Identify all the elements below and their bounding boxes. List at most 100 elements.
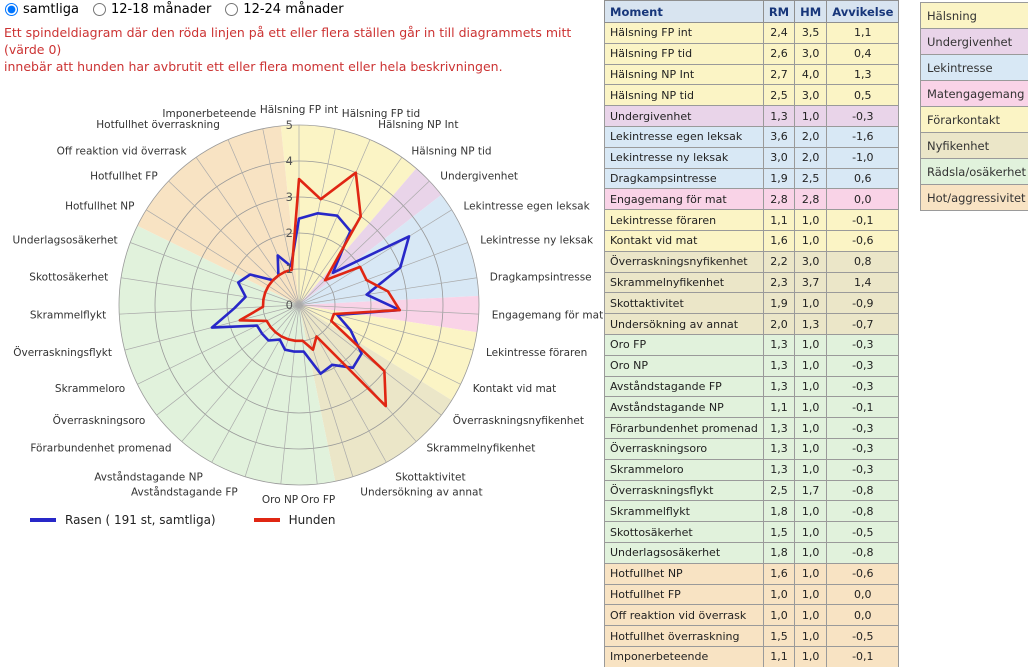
avvikelse-cell: 0,8 [826,250,900,273]
moment-cell: Avståndstagande NP [604,396,764,419]
axis-label: Hälsning NP Int [378,119,458,131]
moment-cell: Hotfullhet NP [604,562,764,585]
rm-cell: 2,8 [762,188,796,211]
axis-label: Överraskningsflykt [13,346,112,359]
sector-hot [137,125,299,305]
grid-spoke [298,304,461,385]
grid-spoke [280,304,300,485]
hm-cell: 1,0 [794,417,828,439]
table-row: Oro NP 1,3 1,0 -0,3 [604,354,900,377]
table-row: Överraskningsnyfikenhet 2,2 3,0 0,8 [604,250,900,273]
table-row: Skrammelnyfikenhet 2,3 3,7 1,4 [604,271,900,294]
rm-cell: 1,3 [762,417,796,439]
hm-cell: 1,0 [794,333,828,356]
legend-line-swatch [253,518,280,522]
hm-cell: 1,3 [794,313,828,335]
hm-cell: 1,7 [794,479,828,502]
grid-spoke [156,304,300,416]
grid-spoke [298,304,442,416]
table-row: Hälsning FP int 2,4 3,5 1,1 [604,22,900,44]
rm-cell: 1,3 [762,333,796,356]
table-row: Lekintresse ny leksak 3,0 2,0 -1,0 [604,146,900,169]
moment-cell: Skrammelnyfikenhet [604,271,764,294]
hm-cell: 1,0 [794,645,828,667]
rm-cell: 1,3 [762,437,796,460]
radio-label: 12-24 månader [243,2,344,17]
rm-cell: 2,0 [762,313,796,335]
sector-radsla [119,225,336,486]
axis-label: Skrammelflykt [30,310,106,322]
table-row: Avståndstagande NP 1,1 1,0 -0,1 [604,396,900,419]
hm-cell: 1,0 [794,583,828,606]
avvikelse-cell: -0,5 [826,625,900,647]
radio-samtliga[interactable] [5,3,18,16]
moment-cell: Förarbundenhet promenad [604,417,764,439]
hm-cell: 1,0 [794,292,828,315]
table-row: Hälsning NP Int 2,7 4,0 1,3 [604,63,900,86]
axis-label: Förarbundenhet promenad [30,443,171,455]
radio-12-18-manader[interactable] [92,3,106,16]
hm-cell: 1,0 [794,396,828,419]
moment-cell: Imponerbeteende [604,645,764,667]
table-row: Underlagsosäkerhet 1,8 1,0 -0,8 [604,541,900,564]
radio-option-12-24-manader[interactable]: 12-24 månader [225,2,344,17]
avvikelse-cell: -0,1 [826,396,900,419]
table-row: Skrammelflykt 1,8 1,0 -0,8 [604,500,900,523]
rm-cell: 2,2 [762,250,796,273]
axis-label: Hotfullhet FP [90,171,158,183]
radio-option-12-18-manader[interactable]: 12-18 månader [92,2,211,17]
column-header-rm: RM [762,0,796,23]
moment-cell: Hotfullhet FP [604,583,764,606]
tick-label: 2 [286,226,293,240]
hm-cell: 1,0 [794,437,828,460]
moment-cell: Överraskningsflykt [604,479,764,502]
hm-cell: 1,0 [794,500,828,523]
hm-cell: 3,0 [794,84,828,107]
avvikelse-cell: -0,3 [826,333,900,356]
axis-label: Avståndstagande NP [94,470,203,483]
rm-cell: 1,3 [762,354,796,377]
moment-cell: Överraskningsoro [604,437,764,460]
grid-spoke [168,180,300,306]
avvikelse-cell: -1,0 [826,146,900,169]
grid-spoke [137,304,300,385]
category-legend-item-nyfikenhet: Nyfikenhet [920,132,1028,159]
axis-label: Skottosäkerhet [29,272,108,284]
legend-label: Rasen ( 191 st, samtliga) [65,513,216,527]
avvikelse-cell: 1,1 [826,22,900,44]
table-header-row: Moment RM HM Avvikelse [604,0,900,23]
avvikelse-cell: 0,0 [826,604,900,627]
grid-spoke [121,277,300,306]
hm-cell: 2,5 [794,167,828,190]
moment-cell: Off reaktion vid överrask [604,604,764,627]
avvikelse-cell: -0,3 [826,417,900,439]
table-row: Avståndstagande FP 1,3 1,0 -0,3 [604,375,900,398]
hm-cell: 1,0 [794,458,828,481]
hm-cell: 2,8 [794,188,828,211]
hm-cell: 2,0 [794,125,828,148]
radio-option-samtliga[interactable]: samtliga [5,2,79,17]
grid-spoke [298,209,452,306]
table-row: Oro FP 1,3 1,0 -0,3 [604,333,900,356]
table-row: Lekintresse föraren 1,1 1,0 -0,1 [604,209,900,231]
notice-text: Ett spindeldiagram där den röda linjen p… [4,24,604,75]
rm-cell: 1,5 [762,521,796,543]
rm-cell: 1,3 [762,458,796,481]
rm-cell: 1,1 [762,645,796,667]
axis-label: Oro NP [262,494,298,506]
hm-cell: 3,5 [794,22,828,44]
table-row: Kontakt vid mat 1,6 1,0 -0,6 [604,229,900,252]
moment-cell: Oro NP [604,354,764,377]
column-header-hm: HM [794,0,828,23]
grid-spoke [119,304,300,315]
axis-label: Off reaktion vid överrask [57,146,188,158]
hm-cell: 2,0 [794,146,828,169]
rm-cell: 1,3 [762,105,796,127]
radio-12-24-manader[interactable] [225,3,239,16]
avvikelse-cell: -0,3 [826,105,900,127]
category-legend-item-lekintresse: Lekintresse [920,54,1028,81]
table-row: Undergivenhet 1,3 1,0 -0,3 [604,105,900,127]
hm-cell: 1,0 [794,625,828,647]
moment-cell: Skottaktivitet [604,292,764,315]
